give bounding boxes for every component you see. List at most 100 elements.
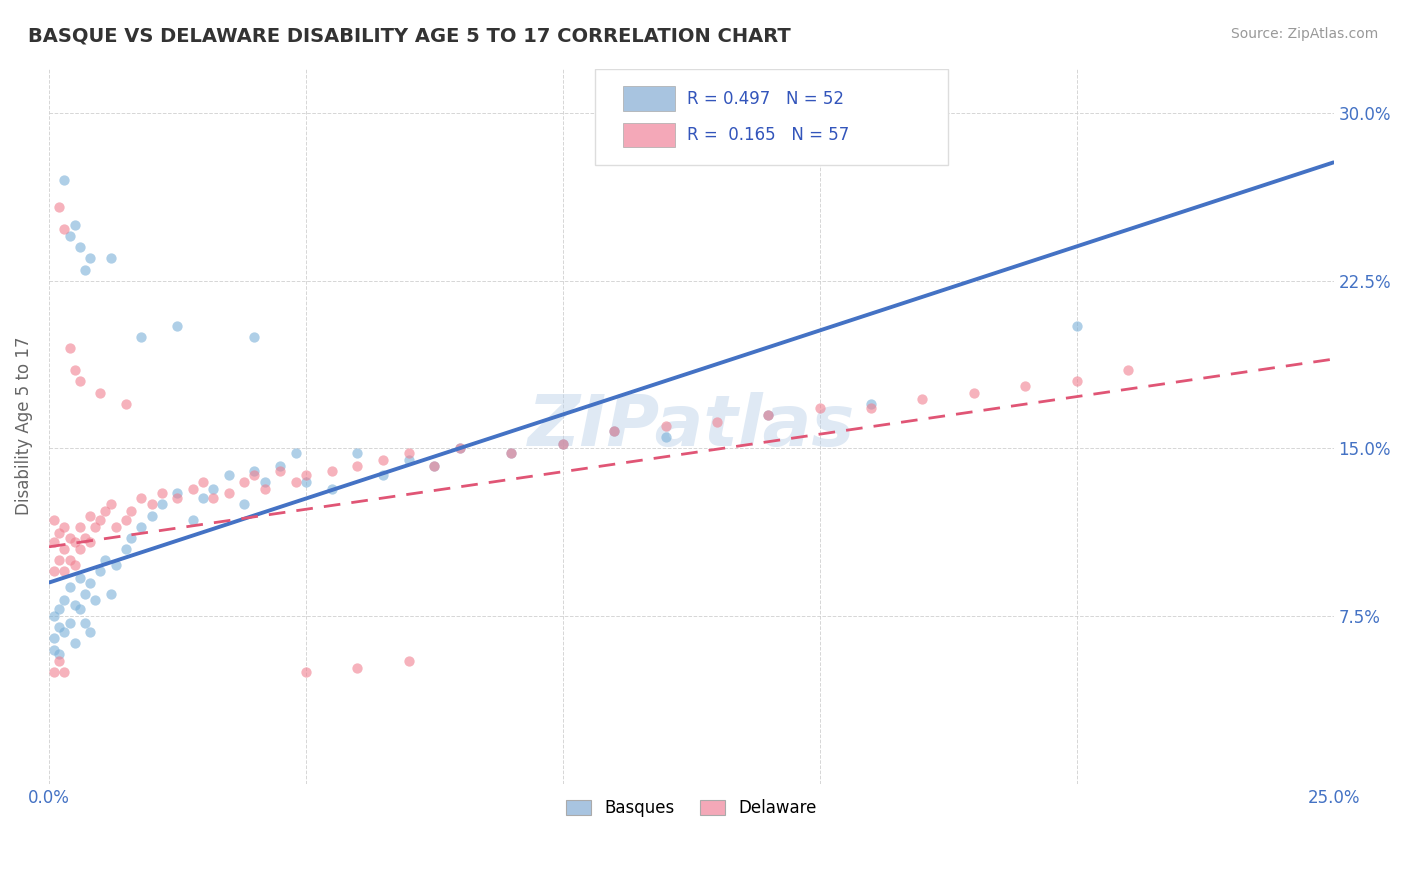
- Point: [53, 624, 76, 639]
- Point: [53, 542, 76, 557]
- Point: [423, 459, 446, 474]
- Point: [69, 542, 91, 557]
- Point: [63, 363, 86, 377]
- Point: [551, 437, 574, 451]
- Point: [756, 408, 779, 422]
- Point: [449, 442, 471, 456]
- Point: [371, 468, 394, 483]
- Point: [53, 173, 76, 187]
- Point: [69, 602, 91, 616]
- Point: [166, 318, 188, 333]
- Point: [654, 419, 676, 434]
- Point: [53, 565, 76, 579]
- Point: [89, 565, 111, 579]
- Point: [79, 508, 101, 523]
- Point: [284, 475, 307, 489]
- Point: [233, 475, 256, 489]
- Point: [104, 558, 127, 572]
- Point: [120, 504, 142, 518]
- Point: [860, 397, 883, 411]
- Point: [551, 437, 574, 451]
- Point: [58, 531, 80, 545]
- Point: [150, 486, 173, 500]
- Point: [58, 580, 80, 594]
- Point: [42, 535, 65, 549]
- Point: [398, 452, 420, 467]
- Point: [398, 446, 420, 460]
- Point: [218, 468, 240, 483]
- Point: [808, 401, 831, 416]
- Text: ZIPatlas: ZIPatlas: [527, 392, 855, 460]
- Point: [243, 468, 266, 483]
- Point: [295, 468, 318, 483]
- Point: [48, 200, 70, 214]
- Point: [63, 636, 86, 650]
- Point: [321, 464, 343, 478]
- Y-axis label: Disability Age 5 to 17: Disability Age 5 to 17: [15, 337, 32, 516]
- Point: [346, 660, 368, 674]
- Point: [53, 519, 76, 533]
- Point: [1014, 379, 1036, 393]
- Point: [243, 464, 266, 478]
- Point: [63, 535, 86, 549]
- Point: [963, 385, 986, 400]
- Point: [1116, 363, 1139, 377]
- Point: [284, 446, 307, 460]
- Point: [84, 593, 107, 607]
- Point: [295, 665, 318, 679]
- Text: R = 0.497   N = 52: R = 0.497 N = 52: [688, 90, 845, 108]
- Point: [233, 497, 256, 511]
- Point: [53, 593, 76, 607]
- Point: [42, 609, 65, 624]
- Point: [398, 654, 420, 668]
- Point: [218, 486, 240, 500]
- Point: [89, 385, 111, 400]
- Point: [202, 482, 225, 496]
- Point: [100, 587, 122, 601]
- Point: [104, 519, 127, 533]
- Point: [94, 504, 117, 518]
- Point: [1066, 375, 1088, 389]
- Point: [79, 575, 101, 590]
- Point: [253, 482, 276, 496]
- Point: [115, 542, 138, 557]
- Text: Source: ZipAtlas.com: Source: ZipAtlas.com: [1230, 27, 1378, 41]
- Point: [58, 553, 80, 567]
- Point: [115, 513, 138, 527]
- Point: [73, 262, 96, 277]
- Point: [53, 222, 76, 236]
- Point: [141, 508, 163, 523]
- Point: [73, 531, 96, 545]
- Point: [100, 252, 122, 266]
- Point: [94, 553, 117, 567]
- Point: [58, 229, 80, 244]
- Point: [295, 475, 318, 489]
- Point: [371, 452, 394, 467]
- Point: [73, 615, 96, 630]
- Point: [48, 620, 70, 634]
- Point: [253, 475, 276, 489]
- Point: [120, 531, 142, 545]
- Point: [501, 446, 523, 460]
- Point: [79, 252, 101, 266]
- Point: [911, 392, 934, 407]
- FancyBboxPatch shape: [595, 69, 948, 165]
- Point: [269, 464, 291, 478]
- Point: [346, 446, 368, 460]
- FancyBboxPatch shape: [623, 122, 675, 147]
- Point: [53, 665, 76, 679]
- Point: [603, 424, 626, 438]
- Point: [166, 491, 188, 505]
- Point: [63, 598, 86, 612]
- Point: [84, 519, 107, 533]
- Point: [1066, 318, 1088, 333]
- Point: [346, 459, 368, 474]
- FancyBboxPatch shape: [623, 87, 675, 111]
- Point: [89, 513, 111, 527]
- Point: [42, 565, 65, 579]
- Point: [69, 240, 91, 254]
- Point: [42, 642, 65, 657]
- Point: [423, 459, 446, 474]
- Point: [449, 442, 471, 456]
- Point: [48, 647, 70, 661]
